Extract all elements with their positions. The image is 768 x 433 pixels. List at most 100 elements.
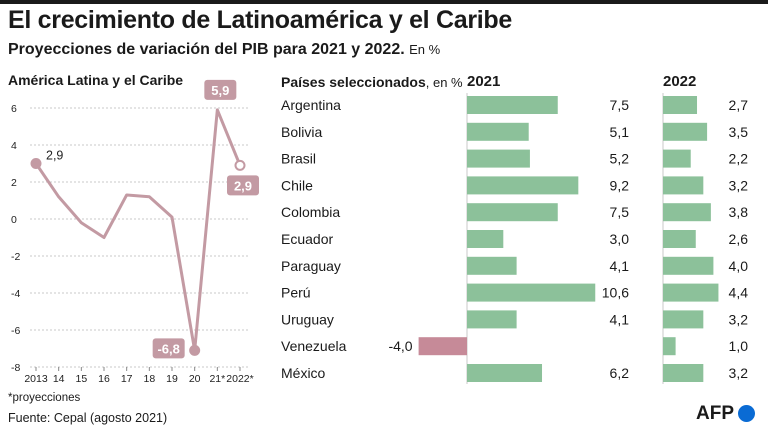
bar-2022 xyxy=(663,203,711,222)
bar-value-2021: 7,5 xyxy=(610,204,630,220)
bar-panel-title-unit: , en % xyxy=(425,75,463,90)
bar-value-2021: 6,2 xyxy=(610,365,630,381)
bar-value-2021: -4,0 xyxy=(388,338,412,354)
x-tick-label: 2013 xyxy=(24,373,48,385)
bar-2022 xyxy=(663,149,691,168)
bar-value-2022: 2,7 xyxy=(729,97,749,113)
bar-value-2022: 3,2 xyxy=(729,177,749,193)
bar-2021 xyxy=(467,203,558,222)
country-label: Bolivia xyxy=(281,124,322,140)
source-note: Fuente: Cepal (agosto 2021) xyxy=(8,411,168,425)
bar-2021 xyxy=(467,96,558,114)
country-label: Paraguay xyxy=(281,258,341,274)
bar-value-2021: 9,2 xyxy=(610,177,630,193)
bar-value-2022: 2,2 xyxy=(729,151,749,167)
bar-value-2021: 5,2 xyxy=(610,151,630,167)
y-tick-label: -4 xyxy=(11,288,20,300)
country-label: Brasil xyxy=(281,151,316,167)
bar-value-2022: 3,2 xyxy=(729,311,749,327)
footnote: *proyecciones xyxy=(8,392,81,404)
bar-2022 xyxy=(663,230,696,248)
country-label: Venezuela xyxy=(281,338,347,354)
afp-logo: AFP xyxy=(696,403,734,424)
line-data-label: -6,8 xyxy=(157,341,179,356)
bar-2022 xyxy=(663,364,704,382)
y-tick-label: 0 xyxy=(11,214,17,226)
bar-2021 xyxy=(467,122,529,141)
x-tick-label: 20 xyxy=(189,373,201,385)
line-point-marker xyxy=(30,158,42,169)
bar-2021 xyxy=(418,337,467,356)
line-panel-title: América Latina y el Caribe xyxy=(8,72,184,88)
country-label: Colombia xyxy=(281,204,340,220)
bar-value-2021: 10,6 xyxy=(602,285,629,301)
bar-2021 xyxy=(467,230,504,248)
bar-2022 xyxy=(663,337,676,356)
y-tick-label: -2 xyxy=(11,251,20,263)
bar-value-2022: 4,0 xyxy=(729,258,749,274)
bar-2022 xyxy=(663,310,704,329)
bar-value-2021: 5,1 xyxy=(610,124,630,140)
bar-value-2022: 2,6 xyxy=(729,231,749,247)
bar-2022 xyxy=(663,283,719,302)
bar-value-2021: 3,0 xyxy=(610,231,630,247)
bar-value-2022: 3,2 xyxy=(729,365,749,381)
line-point-marker xyxy=(234,159,246,171)
year-header-2021: 2021 xyxy=(467,73,501,90)
afp-logo-dot xyxy=(738,405,755,422)
bar-value-2021: 4,1 xyxy=(610,311,630,327)
bar-2021 xyxy=(467,283,596,302)
bar-2022 xyxy=(663,256,714,275)
bar-value-2022: 3,5 xyxy=(729,124,749,140)
subtitle-unit: En % xyxy=(409,42,441,57)
gdp-line-series xyxy=(34,108,242,352)
bar-value-2022: 1,0 xyxy=(729,338,749,354)
chart-subtitle: Proyecciones de variación del PIB para 2… xyxy=(8,41,440,59)
x-tick-label: 18 xyxy=(143,373,155,385)
y-tick-label: 4 xyxy=(11,140,17,152)
subtitle-text: Proyecciones de variación del PIB para 2… xyxy=(8,41,405,58)
year-header-2022: 2022 xyxy=(663,73,697,90)
bar-2021 xyxy=(467,310,517,329)
bar-value-2022: 4,4 xyxy=(729,285,749,301)
bar-2022 xyxy=(663,176,704,195)
x-tick-label: 15 xyxy=(75,373,87,385)
y-tick-label: -8 xyxy=(11,362,20,374)
country-label: Uruguay xyxy=(281,311,334,327)
x-tick-label: 21* xyxy=(209,373,225,385)
country-label: Ecuador xyxy=(281,231,333,247)
country-label: México xyxy=(281,365,326,381)
bar-value-2021: 7,5 xyxy=(610,97,630,113)
line-data-label-box xyxy=(204,79,237,100)
line-data-label: 5,9 xyxy=(211,83,229,98)
x-tick-label: 2022* xyxy=(226,373,253,385)
line-data-label: 2,9 xyxy=(234,178,252,193)
line-data-label-box xyxy=(227,175,259,196)
y-tick-label: 6 xyxy=(11,103,17,115)
country-label: Perú xyxy=(281,285,311,301)
bar-2022 xyxy=(663,122,708,141)
x-tick-label: 19 xyxy=(166,373,178,385)
y-tick-label: 2 xyxy=(11,177,17,189)
country-label: Chile xyxy=(281,177,313,193)
bar-2021 xyxy=(467,149,530,168)
top-rule xyxy=(0,0,768,4)
bar-2022 xyxy=(663,96,698,114)
bar-value-2021: 4,1 xyxy=(610,258,630,274)
bar-panel-title: Países seleccionados, en % xyxy=(281,74,463,90)
bar-value-2022: 3,8 xyxy=(729,204,749,220)
x-tick-label: 16 xyxy=(98,373,110,385)
x-tick-label: 17 xyxy=(121,373,133,385)
bar-2021 xyxy=(467,256,517,275)
bar-panel-title-text: Países seleccionados xyxy=(281,74,426,90)
country-label: Argentina xyxy=(281,97,341,113)
bar-2021 xyxy=(467,364,543,382)
chart-title: El crecimiento de Latinoamérica y el Car… xyxy=(8,6,512,34)
y-tick-label: -6 xyxy=(11,325,20,337)
bar-2021 xyxy=(467,176,579,195)
line-data-label-box xyxy=(152,338,185,359)
line-data-label: 2,9 xyxy=(46,149,63,163)
x-tick-label: 14 xyxy=(53,373,65,385)
line-point-marker xyxy=(189,344,201,356)
